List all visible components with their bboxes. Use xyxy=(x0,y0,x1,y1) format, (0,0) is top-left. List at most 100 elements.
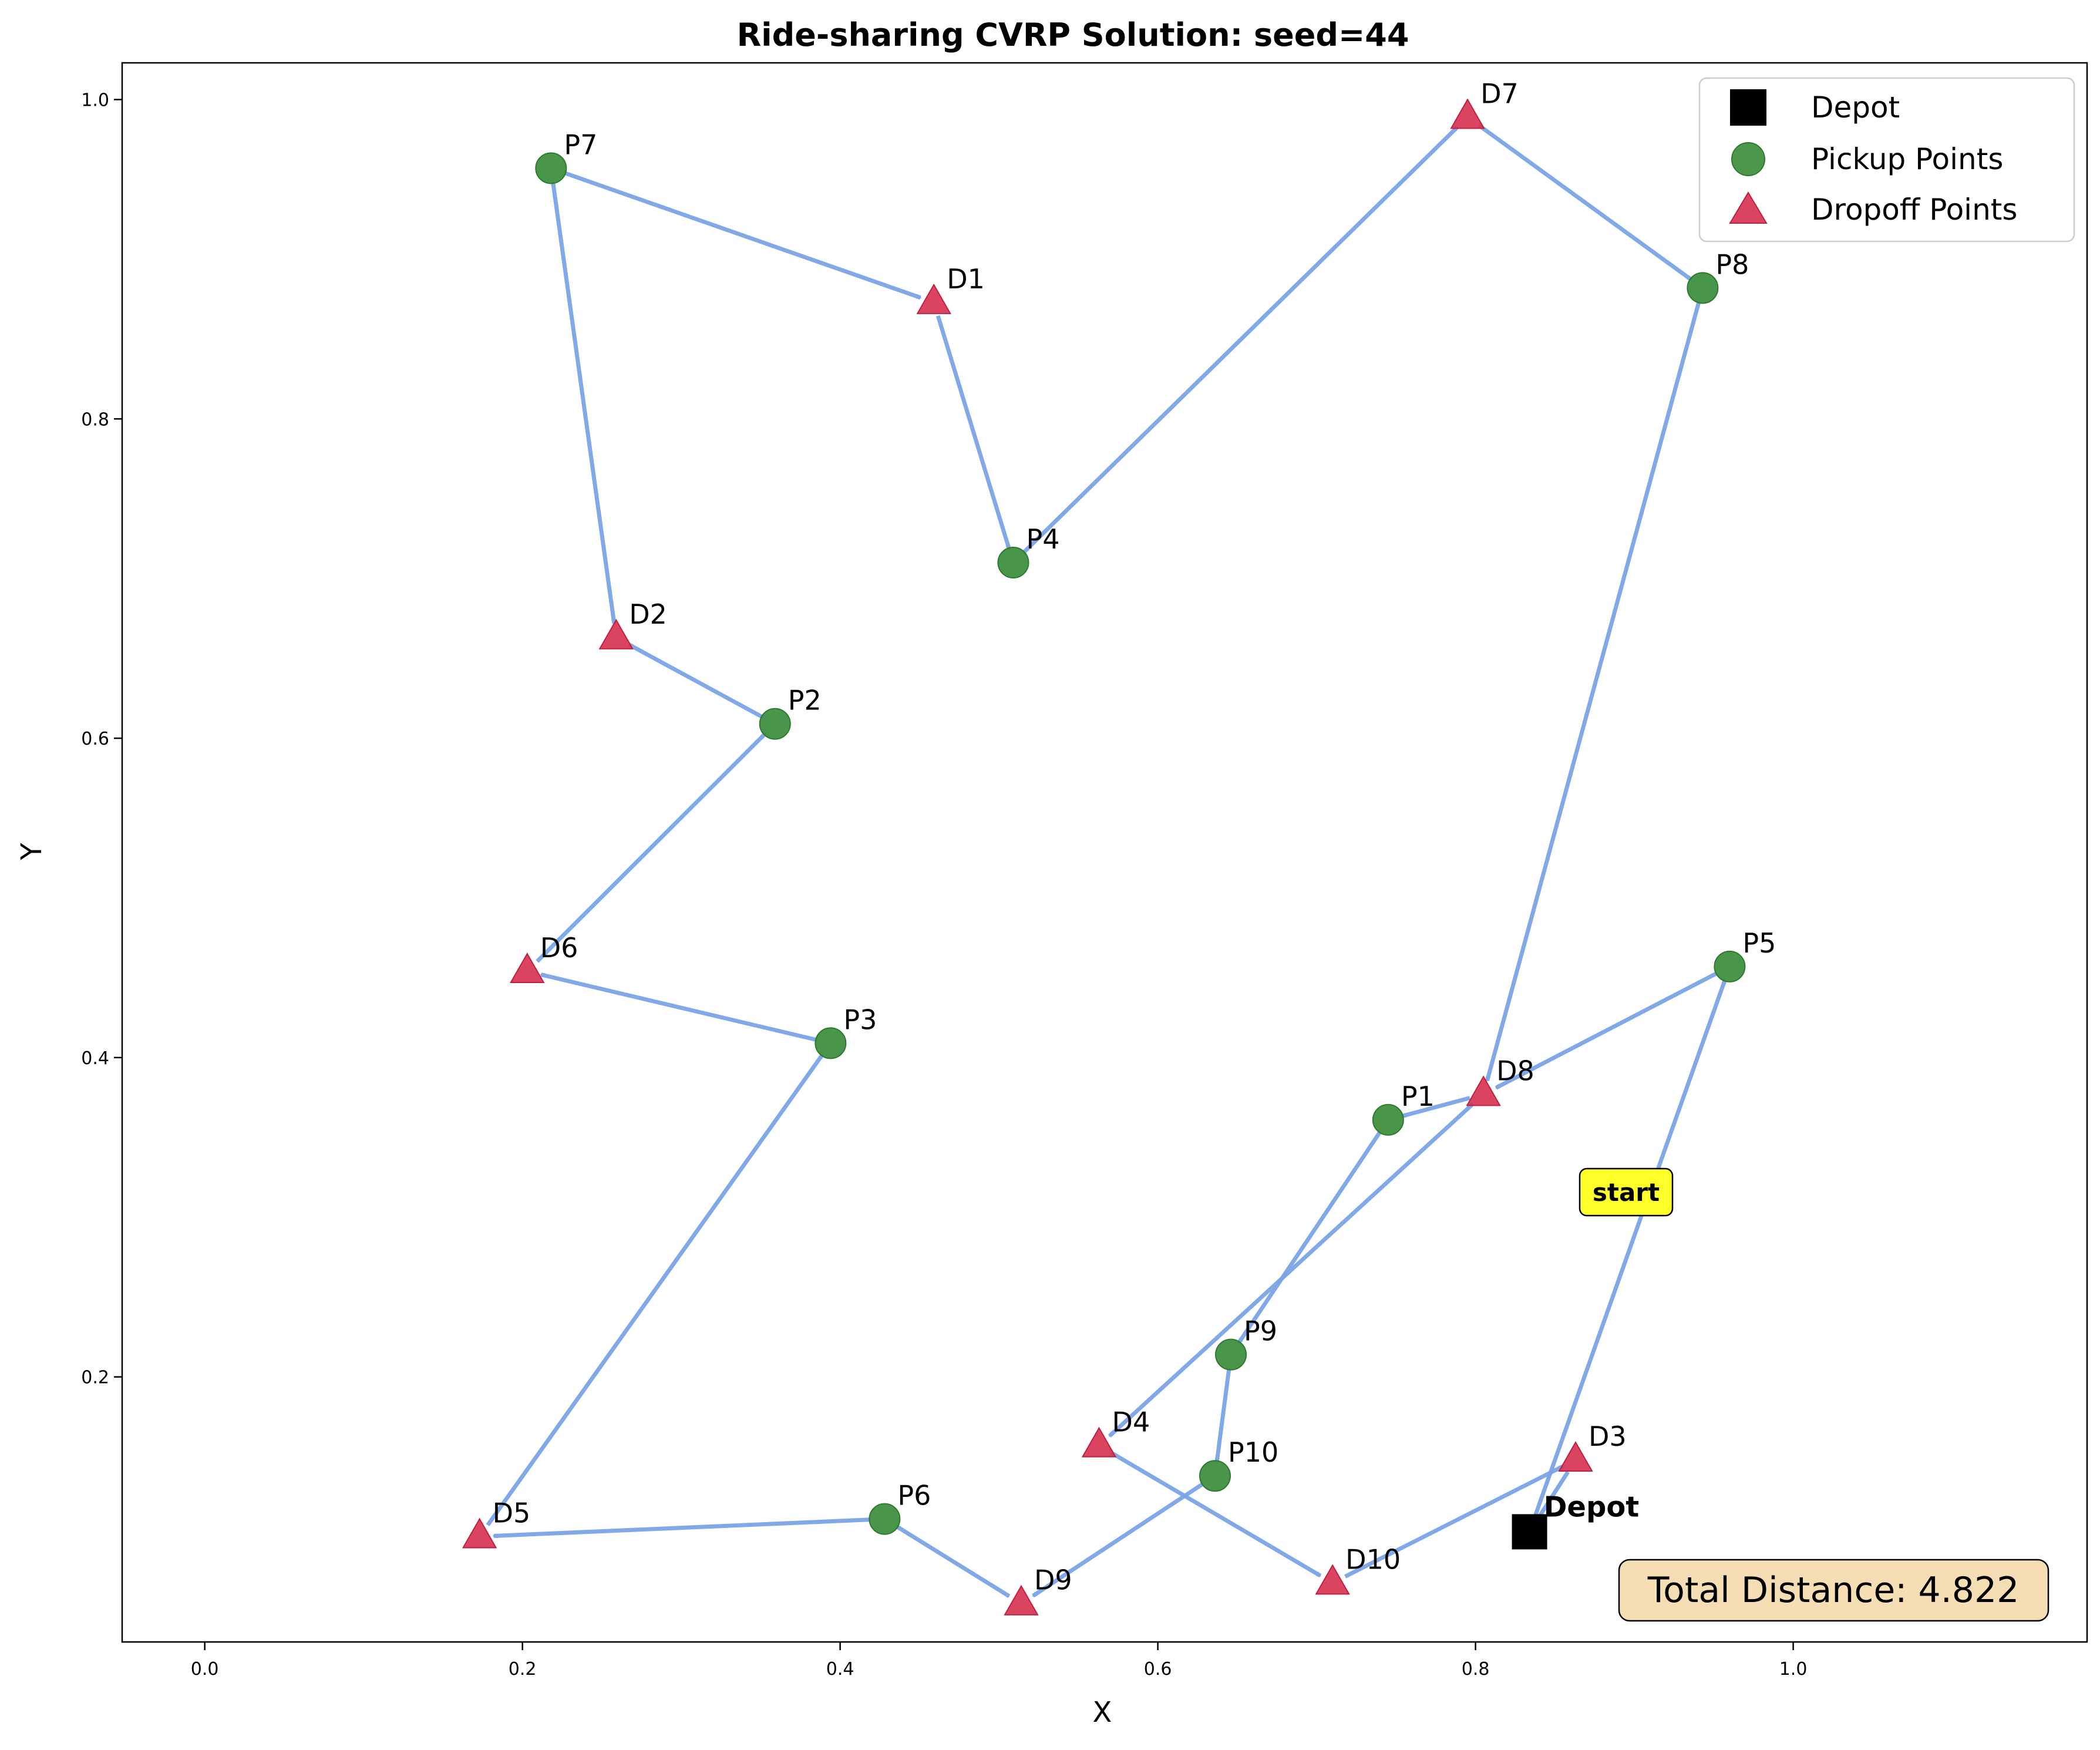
depot-marker xyxy=(1512,1514,1547,1550)
x-tick-label: 0.0 xyxy=(191,1659,219,1680)
route-arrow-p3-to-d6 xyxy=(540,972,817,1042)
pickup-point-p9 xyxy=(1215,1338,1247,1371)
route-arrow-d6-to-p2 xyxy=(536,732,767,963)
dropoff-label-d2: D2 xyxy=(629,598,667,630)
x-axis-ticks: 0.0 0.2 0.4 0.6 0.8 1.0 xyxy=(191,1642,1808,1680)
dropoff-label-d9: D9 xyxy=(1034,1564,1072,1596)
dropoff-label-d1: D1 xyxy=(947,263,985,295)
route-arrow-d10-to-d3 xyxy=(1344,1464,1564,1579)
route-arrows xyxy=(486,123,1727,1598)
pickup-point-p1 xyxy=(1372,1103,1404,1136)
point-labels: P1 P2 P3 P4 P5 P6 P7 P8 P9 P10 D1 D2 D3 D4 D5 D6 D7 D8 D9 D… xyxy=(493,78,1776,1596)
dropoff-point-d7 xyxy=(1450,98,1485,129)
pickup-label-p8: P8 xyxy=(1715,248,1749,280)
plot-area-frame xyxy=(121,62,2088,1643)
pickup-label-p4: P4 xyxy=(1026,523,1059,555)
legend-pickup-label: Pickup Points xyxy=(1811,142,2003,176)
dropoff-point-d4 xyxy=(1081,1426,1117,1458)
y-tick-label: 0.6 xyxy=(81,729,109,749)
dropoff-label-d4: D4 xyxy=(1112,1406,1150,1438)
route-arrow-p7-to-d1 xyxy=(563,171,922,300)
start-annotation: start xyxy=(1579,1167,1674,1217)
dropoff-point-d1 xyxy=(916,283,951,314)
total-distance-text: Total Distance: 4.822 xyxy=(1647,1570,2020,1611)
pickup-label-p5: P5 xyxy=(1742,927,1776,959)
route-arrow-d7-to-p8 xyxy=(1478,123,1693,282)
x-tick-label: 0.4 xyxy=(826,1659,854,1680)
route-arrow-d9-to-p6 xyxy=(895,1524,1011,1598)
route-arrow-p4-to-d7 xyxy=(1022,125,1459,554)
legend-pickup-marker xyxy=(1731,142,1765,176)
route-arrow-d3-to-depot xyxy=(1535,1470,1570,1522)
x-tick-label: 0.8 xyxy=(1462,1659,1490,1680)
legend-dropoff-label: Dropoff Points xyxy=(1811,193,2017,227)
dropoff-label-d7: D7 xyxy=(1480,78,1519,109)
route-arrow-d1-to-p4 xyxy=(935,315,1011,550)
route-arrow-p8-to-d8 xyxy=(1485,301,1701,1082)
start-badge-label: start xyxy=(1593,1178,1660,1207)
x-tick-label: 0.2 xyxy=(509,1659,537,1680)
dropoff-point-d5 xyxy=(462,1517,497,1549)
legend: Depot Pickup Points Dropoff Points xyxy=(1698,77,2075,243)
route-arrow-p5-to-d8 xyxy=(1495,971,1718,1090)
y-tick-label: 1.0 xyxy=(81,90,109,111)
route-arrow-d2-to-p7 xyxy=(551,181,617,624)
dropoff-point-d6 xyxy=(510,953,545,984)
pickup-point-p5 xyxy=(1714,950,1746,982)
route-arrow-p2-to-d2 xyxy=(627,642,764,719)
route-arrow-d8-to-d4 xyxy=(1108,1102,1475,1438)
pickup-label-p9: P9 xyxy=(1244,1315,1277,1347)
dropoff-label-d8: D8 xyxy=(1496,1055,1534,1086)
points-layer xyxy=(462,98,1746,1616)
route-arrow-d4-to-d10 xyxy=(1110,1451,1322,1578)
dropoff-point-d3 xyxy=(1558,1441,1593,1472)
pickup-label-p6: P6 xyxy=(897,1480,931,1512)
pickup-label-p2: P2 xyxy=(788,685,822,716)
pickup-point-p8 xyxy=(1687,272,1719,304)
pickup-label-p10: P10 xyxy=(1228,1436,1278,1468)
route-arrow-p6-to-d5 xyxy=(492,1517,871,1539)
pickup-point-p6 xyxy=(869,1503,901,1535)
dropoff-point-d10 xyxy=(1315,1564,1350,1595)
pickup-point-p10 xyxy=(1199,1460,1231,1492)
route-arrow-depot-to-p5 xyxy=(1532,978,1727,1519)
dropoff-label-d3: D3 xyxy=(1589,1421,1627,1452)
pickup-point-p3 xyxy=(815,1027,847,1059)
start-badge-box xyxy=(1579,1167,1674,1217)
legend-dropoff-marker xyxy=(1729,191,1768,224)
pickup-point-p2 xyxy=(759,708,791,740)
y-tick-label: 0.8 xyxy=(81,409,109,430)
route-arrow-p1-to-p9 xyxy=(1237,1130,1382,1344)
pickup-point-p4 xyxy=(997,547,1029,579)
route-arrow-p9-to-p10 xyxy=(1214,1368,1231,1463)
legend-depot-marker xyxy=(1730,89,1766,126)
dropoff-point-d2 xyxy=(598,618,634,649)
x-tick-label: 1.0 xyxy=(1779,1659,1808,1680)
legend-frame xyxy=(1698,77,2075,243)
route-arrow-p10-to-d9 xyxy=(1032,1482,1204,1598)
dropoff-point-d9 xyxy=(1004,1584,1039,1616)
dropoff-label-d6: D6 xyxy=(540,932,578,964)
route-arrow-d5-to-p3 xyxy=(486,1053,824,1527)
x-axis-label: X xyxy=(1093,1696,1112,1729)
route-arrow-d8-to-p1 xyxy=(1401,1096,1470,1119)
dropoff-point-d8 xyxy=(1466,1075,1501,1106)
depot-label: Depot xyxy=(1544,1490,1640,1523)
chart-title: Ride-sharing CVRP Solution: seed=44 xyxy=(737,16,1409,53)
y-tick-label: 0.4 xyxy=(81,1048,109,1069)
y-axis-label: Y xyxy=(15,843,48,861)
x-tick-label: 0.6 xyxy=(1144,1659,1172,1680)
pickup-label-p3: P3 xyxy=(843,1004,877,1035)
pickup-label-p7: P7 xyxy=(564,129,597,160)
total-distance-box: Total Distance: 4.822 xyxy=(1618,1559,2049,1622)
pickup-label-p1: P1 xyxy=(1401,1081,1435,1112)
dropoff-label-d5: D5 xyxy=(493,1497,531,1529)
y-tick-label: 0.2 xyxy=(81,1368,109,1388)
y-axis-ticks: 0.2 0.4 0.6 0.8 1.0 xyxy=(81,90,122,1388)
pickup-point-p7 xyxy=(535,152,567,184)
dropoff-label-d10: D10 xyxy=(1345,1543,1401,1575)
legend-depot-label: Depot xyxy=(1811,90,1900,124)
total-distance-box-bg xyxy=(1618,1559,2049,1622)
